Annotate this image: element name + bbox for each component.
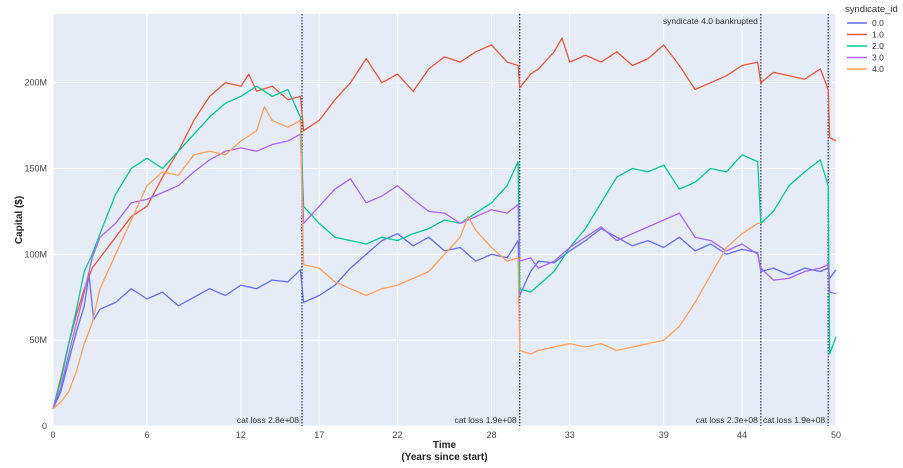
y-tick-label: 0 [42,421,47,431]
legend-label: 0.0 [872,18,884,28]
x-tick-label: 6 [144,430,149,440]
series-lines [52,37,837,410]
x-tick-label: 12 [236,430,246,440]
series-line-2.0 [52,85,837,409]
y-tick-label: 50M [29,335,47,345]
event-label: cat loss 2.8e+08 [237,415,299,425]
event-top-label: syndicate 4.0 bankrupted [663,16,758,26]
legend-label: 1.0 [872,30,884,40]
y-tick-label: 100M [24,249,47,259]
y-axis-title: Capital ($) [14,196,25,244]
x-tick-label: 17 [314,430,324,440]
event-label: cat loss 1.9e+08 [763,415,825,425]
x-axis-title: Time [433,440,457,451]
x-tick-label: 39 [659,430,669,440]
y-tick-label: 150M [24,164,47,174]
x-axis-subtitle: (Years since start) [401,452,487,463]
x-tick-label: 44 [737,430,747,440]
event-label: cat loss 2.3e+08 [696,415,758,425]
grid-lines [52,14,837,427]
legend-title: syndicate_id [845,4,898,15]
x-tick-label: 0 [50,430,55,440]
x-tick-label: 33 [565,430,575,440]
x-tick-label: 22 [393,430,403,440]
x-axis-ticks: 0 6 12 17 22 28 33 39 44 50 [50,430,841,440]
x-tick-label: 28 [486,430,496,440]
legend-label: 3.0 [872,53,884,63]
legend-label: 4.0 [872,64,884,74]
event-label: cat loss 1.9e+08 [455,415,517,425]
legend: syndicate_id 0.0 1.02.0 3.04.0 [845,4,898,74]
series-line-4.0 [52,106,761,410]
legend-label: 2.0 [872,41,884,51]
event-markers: cat loss 2.8e+08 cat loss 1.9e+08 cat loss… [237,14,829,426]
x-tick-label: 50 [831,430,841,440]
y-axis-ticks: 0 50M 100M 150M 200M [24,78,47,431]
series-line-0.0 [52,227,837,410]
y-tick-label: 200M [24,78,47,88]
series-line-3.0 [52,133,837,410]
